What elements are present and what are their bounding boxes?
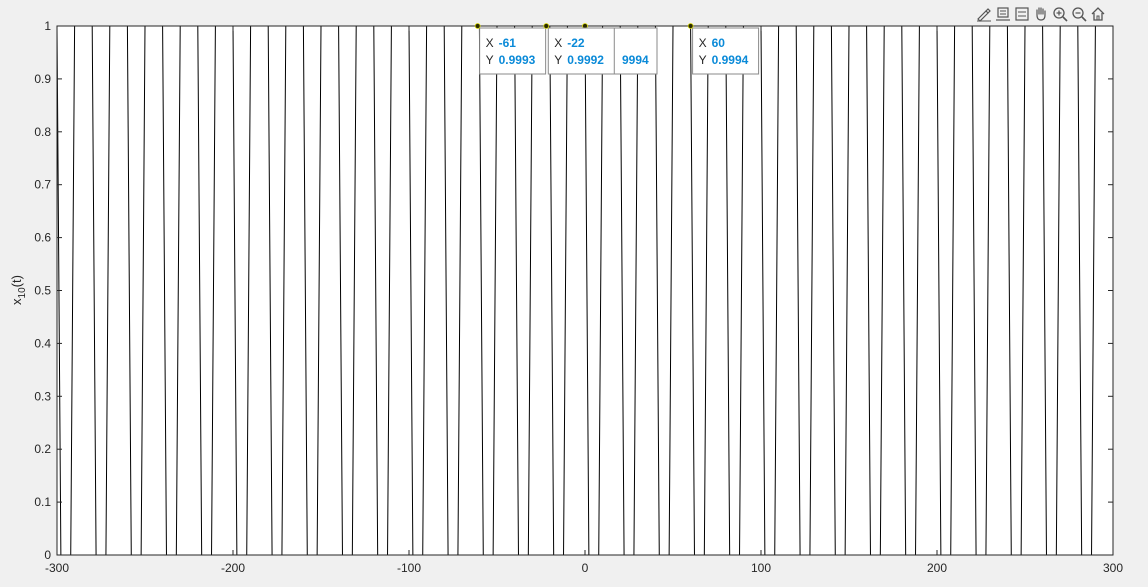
home-icon	[1091, 7, 1105, 21]
datatip-y-value: 0.9994	[712, 53, 749, 67]
y-tick-label: 0.1	[34, 495, 51, 509]
x-tick-label: -200	[221, 561, 245, 575]
brush-icon	[977, 8, 991, 22]
plot-area[interactable]	[57, 26, 1113, 555]
pan-icon	[1036, 7, 1046, 21]
y-axis-title-subscript: 10	[17, 287, 28, 299]
x-tick-label: -100	[397, 561, 421, 575]
datatip-marker[interactable]	[687, 23, 694, 29]
x-tick-label: 300	[1103, 561, 1123, 575]
y-tick-label: 0.9	[34, 72, 51, 86]
zoom-in-icon	[1053, 7, 1068, 22]
datatip-box	[692, 27, 760, 75]
datatip-x-key: X	[486, 36, 494, 50]
datatip-box	[479, 27, 547, 75]
y-tick-label: 1	[44, 19, 51, 33]
datatip-y-value: 0.9993	[499, 53, 536, 67]
datatip[interactable]: X -22 Y 0.9992	[543, 23, 615, 75]
datatip-marker[interactable]	[543, 23, 550, 29]
datatip-x-value: -61	[499, 36, 517, 50]
x-tick-label: 0	[582, 561, 589, 575]
y-tick-label: 0	[44, 548, 51, 562]
y-axis-title-suffix: (t)	[9, 275, 24, 287]
zoom-out-button[interactable]	[1070, 5, 1088, 23]
y-tick-label: 0.7	[34, 178, 51, 192]
y-tick-label: 0.3	[34, 389, 51, 403]
datatip[interactable]: X -61 Y 0.9993	[474, 23, 547, 75]
pan-button[interactable]	[1032, 5, 1050, 23]
datatip-x-value: -22	[567, 36, 585, 50]
datatip-marker[interactable]	[474, 23, 481, 29]
datatip-box	[547, 27, 615, 75]
x-tick-label: -300	[45, 561, 69, 575]
x-tick-label: 200	[927, 561, 947, 575]
datatip-icon	[996, 7, 1010, 21]
legend-button[interactable]	[1013, 5, 1031, 23]
y-tick-label: 0.4	[34, 336, 51, 350]
ticks-layer: -300 -200 -100 0 100 200 300 0 0.1 0.2 0.3 0.4 0.5 0.…	[34, 19, 1123, 575]
datatip-y-value: 9994	[622, 53, 649, 67]
y-tick-label: 0.6	[34, 231, 51, 245]
datatip-x-key: X	[699, 36, 707, 50]
datatip-button[interactable]	[994, 5, 1012, 23]
home-button[interactable]	[1089, 5, 1107, 23]
y-tick-label: 0.8	[34, 125, 51, 139]
zoom-out-icon	[1072, 7, 1087, 22]
datatip-x-value: 60	[712, 36, 726, 50]
y-axis-title-main: x	[9, 298, 24, 305]
datatip-y-key: Y	[554, 53, 562, 67]
y-axis-title: x10(t)	[9, 275, 28, 305]
axes-toolbar	[975, 5, 1107, 23]
x-tick-label: 100	[751, 561, 771, 575]
datatip-y-key: Y	[699, 53, 707, 67]
legend-icon	[1015, 7, 1029, 21]
y-tick-label: 0.5	[34, 284, 51, 298]
datatip-y-value: 0.9992	[567, 53, 604, 67]
datatip[interactable]: X 60 Y 0.9994	[687, 23, 760, 75]
y-tick-label: 0.2	[34, 442, 51, 456]
datatip-x-key: X	[554, 36, 562, 50]
zoom-in-button[interactable]	[1051, 5, 1069, 23]
brush-button[interactable]	[975, 5, 993, 23]
datatip-y-key: Y	[486, 53, 494, 67]
